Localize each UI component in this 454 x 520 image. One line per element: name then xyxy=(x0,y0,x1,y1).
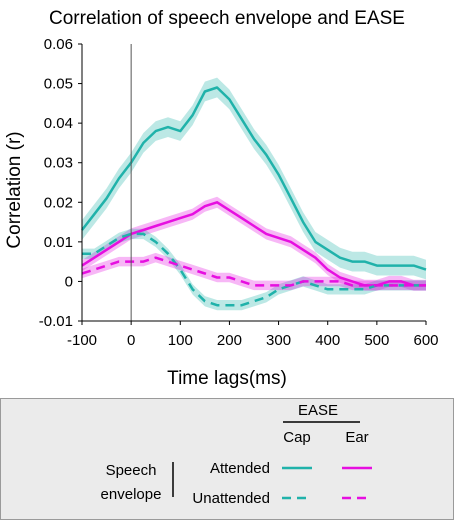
legend-group-label-line2: envelope xyxy=(101,486,162,503)
y-tick-label: 0.02 xyxy=(44,194,73,211)
y-tick-label: 0.01 xyxy=(44,234,73,251)
series-lines xyxy=(81,86,427,307)
plot-area xyxy=(81,44,427,322)
x-tick-label: -100 xyxy=(67,332,97,349)
legend-group-title: EASE xyxy=(298,402,338,419)
y-axis-ticks: -0.01 0 0.01 0.02 0.03 0.04 0.05 0.06 xyxy=(39,36,82,330)
y-axis-label: Correlation (r) xyxy=(4,131,25,248)
legend-row-attended: Attended xyxy=(210,460,270,477)
band-cap_attended xyxy=(82,77,426,280)
x-tick-label: 0 xyxy=(127,332,135,349)
legend-row-unattended: Unattended xyxy=(192,490,270,507)
y-tick-label: 0.03 xyxy=(44,155,73,172)
x-tick-label: 100 xyxy=(168,332,193,349)
x-axis-label: Time lags(ms) xyxy=(167,368,287,389)
legend-column-cap: Cap xyxy=(283,429,311,446)
legend-group-label-line1: Speech xyxy=(106,462,157,479)
y-tick-label: 0.05 xyxy=(44,76,73,93)
x-tick-label: 500 xyxy=(364,332,389,349)
x-tick-label: 300 xyxy=(266,332,291,349)
y-tick-label: 0.06 xyxy=(44,36,73,53)
x-tick-label: 400 xyxy=(315,332,340,349)
chart-title: Correlation of speech envelope and EASE xyxy=(49,8,405,29)
line-cap_unattended xyxy=(82,232,426,307)
x-axis-ticks: -100 0 100 200 300 400 500 600 xyxy=(67,321,439,349)
y-tick-label: 0 xyxy=(65,273,73,290)
y-tick-label: 0.04 xyxy=(44,115,73,132)
band-ear_attended xyxy=(82,196,426,291)
legend-box: EASE Cap Ear Speech envelope Attended Un… xyxy=(0,398,454,520)
error-bands xyxy=(82,77,426,311)
x-tick-label: 600 xyxy=(413,332,438,349)
band-ear_unattended xyxy=(82,252,426,291)
x-tick-label: 200 xyxy=(217,332,242,349)
y-tick-label: -0.01 xyxy=(39,313,73,330)
line-cap_attended xyxy=(81,86,427,271)
line-ear_attended xyxy=(81,201,426,287)
legend-column-ear: Ear xyxy=(345,429,368,446)
